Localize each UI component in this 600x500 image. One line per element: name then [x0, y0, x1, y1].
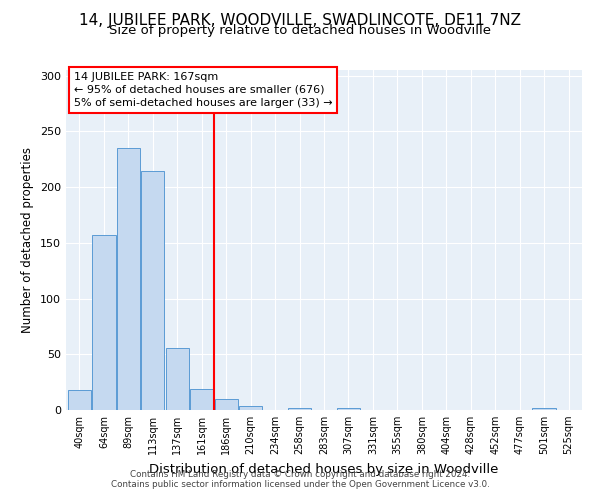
Text: Size of property relative to detached houses in Woodville: Size of property relative to detached ho… [109, 24, 491, 37]
Y-axis label: Number of detached properties: Number of detached properties [22, 147, 34, 333]
Text: Contains public sector information licensed under the Open Government Licence v3: Contains public sector information licen… [110, 480, 490, 489]
Bar [337, 408, 360, 410]
Text: 14, JUBILEE PARK, WOODVILLE, SWADLINCOTE, DE11 7NZ: 14, JUBILEE PARK, WOODVILLE, SWADLINCOTE… [79, 12, 521, 28]
Bar [190, 389, 214, 410]
Text: 14 JUBILEE PARK: 167sqm
← 95% of detached houses are smaller (676)
5% of semi-de: 14 JUBILEE PARK: 167sqm ← 95% of detache… [74, 72, 332, 108]
Bar [532, 408, 556, 410]
Bar [288, 408, 311, 410]
Bar [239, 406, 262, 410]
Bar [117, 148, 140, 410]
X-axis label: Distribution of detached houses by size in Woodville: Distribution of detached houses by size … [149, 462, 499, 475]
Text: Contains HM Land Registry data © Crown copyright and database right 2024.: Contains HM Land Registry data © Crown c… [130, 470, 470, 479]
Bar [166, 348, 189, 410]
Bar [141, 172, 164, 410]
Bar [215, 399, 238, 410]
Bar [92, 235, 116, 410]
Bar [68, 390, 91, 410]
